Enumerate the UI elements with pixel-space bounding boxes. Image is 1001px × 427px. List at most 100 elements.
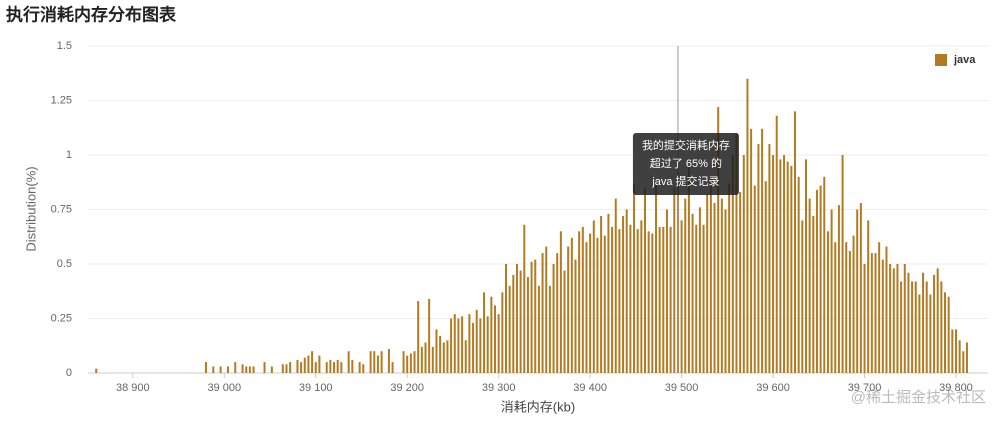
bar: [845, 242, 848, 373]
bar: [922, 272, 925, 373]
bar: [534, 259, 537, 373]
bar: [680, 220, 683, 373]
bar: [750, 128, 753, 373]
bar: [852, 235, 855, 373]
bar: [95, 368, 98, 373]
bar: [420, 346, 423, 373]
bar: [318, 355, 321, 373]
bar: [241, 364, 244, 373]
tooltip-text: 我的提交消耗内存: [642, 138, 730, 152]
bar: [739, 192, 742, 373]
bar: [285, 364, 288, 373]
bar: [812, 216, 815, 373]
bar: [263, 362, 266, 373]
tooltip-text: 超过了 65% 的: [650, 156, 722, 170]
bar: [530, 261, 533, 373]
bar: [373, 351, 376, 373]
bar: [863, 264, 866, 373]
bar: [611, 226, 614, 373]
bar: [856, 209, 859, 373]
bar: [574, 259, 577, 373]
bar: [746, 78, 749, 373]
bar: [431, 346, 434, 373]
bar: [658, 226, 661, 373]
bar: [786, 161, 789, 373]
bar: [380, 351, 383, 373]
bar: [724, 209, 727, 373]
bar: [300, 362, 303, 373]
bar: [607, 213, 610, 373]
bar: [358, 362, 361, 373]
bar: [347, 351, 350, 373]
bar: [541, 253, 544, 373]
x-tick-label: 39 500: [665, 382, 699, 394]
bar: [245, 366, 248, 373]
bar: [552, 264, 555, 373]
bar: [911, 281, 914, 373]
bar: [472, 322, 475, 373]
bar: [376, 355, 379, 373]
bar: [311, 351, 314, 373]
bar: [453, 314, 456, 373]
bar: [925, 281, 928, 373]
x-tick-label: 39 100: [299, 382, 333, 394]
bar: [797, 176, 800, 373]
bar: [735, 133, 738, 373]
bar: [234, 362, 237, 373]
bar: [944, 292, 947, 373]
bar: [881, 259, 884, 373]
bar: [965, 342, 968, 373]
y-axis-label: Distribution(%): [23, 166, 38, 251]
bar: [387, 349, 390, 373]
bar: [548, 285, 551, 373]
bar: [837, 205, 840, 373]
tooltip-text: java 提交记录: [651, 174, 719, 188]
bar: [402, 351, 405, 373]
bar: [823, 176, 826, 373]
bar: [951, 329, 954, 373]
bar: [962, 351, 965, 373]
bar: [556, 253, 559, 373]
bar: [515, 264, 518, 373]
bar: [636, 229, 639, 373]
bar: [483, 292, 486, 373]
bar: [406, 355, 409, 373]
bar: [545, 246, 548, 373]
bar: [673, 187, 676, 373]
x-tick-label: 39 700: [848, 382, 882, 394]
bar: [589, 233, 592, 373]
bar: [889, 264, 892, 373]
bar: [654, 183, 657, 373]
bar: [761, 128, 764, 373]
bar: [768, 144, 771, 373]
bar: [252, 366, 255, 373]
bar: [914, 281, 917, 373]
bar: [351, 359, 354, 373]
bar: [706, 194, 709, 373]
y-tick-label: 0: [66, 367, 72, 379]
bar: [742, 155, 745, 373]
bar: [907, 272, 910, 373]
bar: [878, 242, 881, 373]
y-tick-label: 0.5: [57, 258, 72, 270]
bar: [592, 220, 595, 373]
bar: [329, 359, 332, 373]
y-tick-label: 1.5: [57, 40, 72, 52]
bar: [954, 329, 957, 373]
bar: [526, 277, 529, 373]
bar: [464, 340, 467, 373]
bar: [702, 224, 705, 373]
y-tick-label: 1.25: [51, 94, 72, 106]
bar: [296, 359, 299, 373]
bar: [874, 253, 877, 373]
bar: [603, 235, 606, 373]
bar: [695, 224, 698, 373]
bar: [559, 231, 562, 373]
bar: [775, 115, 778, 373]
bar: [753, 185, 756, 373]
bar: [391, 362, 394, 373]
watermark: @稀土掘金技术社区: [851, 389, 986, 406]
bar: [896, 264, 899, 373]
